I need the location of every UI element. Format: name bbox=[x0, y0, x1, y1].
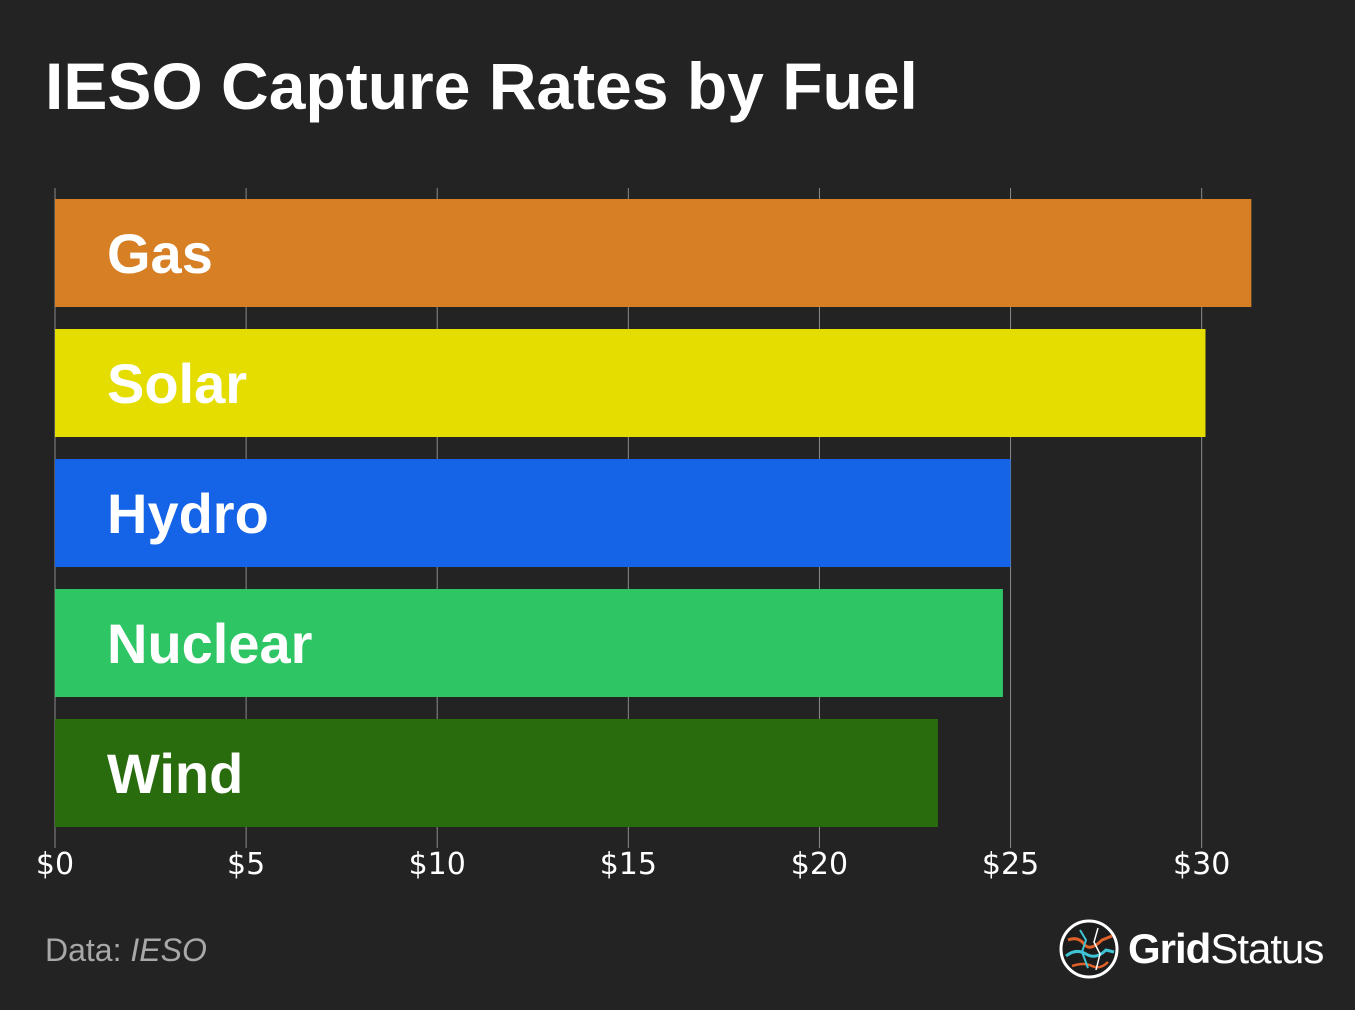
x-tick-label: $10 bbox=[409, 847, 466, 882]
bar-wind bbox=[55, 719, 938, 827]
bar-label-hydro: Hydro bbox=[107, 482, 269, 545]
chart-title: IESO Capture Rates by Fuel bbox=[45, 49, 918, 123]
bar-label-gas: Gas bbox=[107, 222, 213, 285]
bar-label-wind: Wind bbox=[107, 742, 243, 805]
bar-hydro bbox=[55, 459, 1011, 567]
brand-name-regular: Status bbox=[1210, 925, 1324, 972]
x-tick-label: $30 bbox=[1173, 847, 1230, 882]
x-tick-label: $20 bbox=[791, 847, 848, 882]
brand-name-bold: Grid bbox=[1128, 925, 1211, 972]
x-tick-label: $0 bbox=[36, 847, 74, 882]
bar-label-nuclear: Nuclear bbox=[107, 612, 312, 675]
source-prefix: Data: bbox=[45, 932, 131, 968]
grid-status-logo-icon bbox=[1059, 919, 1119, 979]
bar-gas bbox=[55, 199, 1252, 307]
bar-label-solar: Solar bbox=[107, 352, 247, 415]
x-tick-label: $25 bbox=[982, 847, 1039, 882]
data-source: Data: IESO bbox=[45, 932, 207, 969]
source-name: IESO bbox=[130, 932, 207, 968]
grid-status-wordmark: GridStatus bbox=[1128, 925, 1324, 973]
x-tick-label: $5 bbox=[227, 847, 265, 882]
grid-status-logo: GridStatus bbox=[1058, 918, 1324, 980]
x-tick-label: $15 bbox=[600, 847, 657, 882]
bar-chart: $0 $5 $10 $15 $20 $25 $30 Gas Solar Hydro Nuclear W… bbox=[36, 188, 1252, 882]
bar-nuclear bbox=[55, 589, 1003, 697]
bar-solar bbox=[55, 329, 1206, 437]
